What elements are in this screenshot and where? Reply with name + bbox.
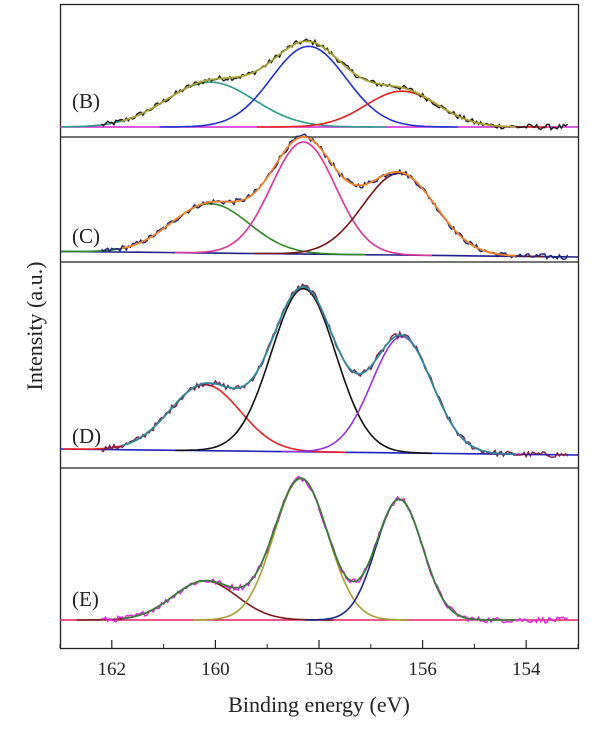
x-ticks: 162 160 158 156 154 — [59, 640, 579, 680]
panel-d: (D) — [59, 283, 579, 459]
background-line — [59, 250, 579, 258]
component-peak-2 — [193, 477, 409, 621]
component-peak-2 — [159, 45, 458, 128]
component-peak-1 — [76, 580, 334, 621]
component-peak-1 — [61, 202, 366, 256]
y-axis-title: Intensity (a.u.) — [22, 262, 47, 391]
x-tick-label: 158 — [305, 659, 334, 680]
envelope-fit — [121, 40, 516, 128]
x-tick-label: 156 — [408, 659, 437, 680]
panel-c: (C) — [59, 133, 579, 261]
envelope-fit — [121, 135, 516, 257]
plot-frame — [59, 3, 580, 650]
x-tick-label: 154 — [512, 659, 541, 680]
component-peak-3 — [305, 498, 493, 621]
component-peak-3 — [254, 172, 545, 258]
envelope-fit — [121, 285, 516, 456]
panel-e: (E) — [60, 475, 578, 624]
component-peak-2 — [175, 287, 432, 455]
panel-label: (C) — [72, 224, 100, 248]
x-axis-title: Binding energy (eV) — [228, 692, 410, 717]
panel-label: (B) — [72, 89, 100, 113]
x-tick-label: 160 — [201, 659, 230, 680]
raw-data-trace — [101, 283, 569, 459]
panel-label: (D) — [72, 424, 101, 448]
raw-data-trace — [101, 475, 569, 624]
raw-data-trace — [100, 133, 569, 261]
panel-label: (E) — [72, 587, 99, 611]
component-peak-3 — [281, 335, 523, 456]
raw-data-trace — [100, 38, 569, 131]
panels-layer: (B) (C) (D) (E) — [59, 38, 579, 624]
component-peak-1 — [64, 383, 346, 454]
envelope-fit — [122, 477, 516, 621]
x-tick-label: 162 — [98, 659, 127, 680]
panel-b: (B) — [60, 38, 578, 131]
component-peak-2 — [175, 141, 432, 257]
